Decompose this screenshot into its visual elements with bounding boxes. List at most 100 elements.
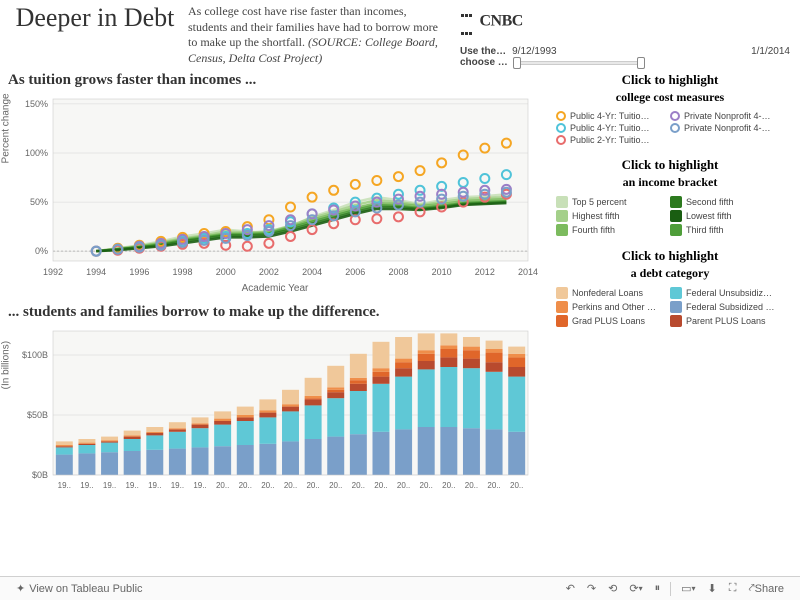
- svg-text:20..: 20..: [510, 481, 523, 490]
- share-button[interactable]: ⤤ Share: [748, 582, 784, 595]
- legend-item[interactable]: Fourth fifth: [556, 224, 666, 236]
- tableau-icon: ✦: [16, 582, 25, 595]
- legend-income[interactable]: Click to highlight an income bracket Top…: [556, 157, 784, 236]
- svg-text:1996: 1996: [129, 267, 149, 277]
- chart2-svg[interactable]: $0B$50B$100B19..19..19..19..19..19..19..…: [8, 323, 538, 493]
- slider-thumb-start[interactable]: [513, 57, 521, 69]
- svg-text:2000: 2000: [216, 267, 236, 277]
- footer-toolbar: ✦ View on Tableau Public ↶ ↷ ⟲ ⟳▾ ⏸ ▭▾ ⬇…: [0, 576, 800, 600]
- fullscreen-button[interactable]: ⛶: [729, 582, 737, 595]
- legend-item[interactable]: Highest fifth: [556, 210, 666, 222]
- legend-item[interactable]: Public 2-Yr: Tuitio…: [556, 135, 666, 145]
- page-title: Deeper in Debt: [10, 4, 180, 68]
- main: As tuition grows faster than incomes ...…: [0, 68, 800, 493]
- legend-debt[interactable]: Click to highlight a debt category Nonfe…: [556, 248, 784, 327]
- refresh-icon: ⟳: [629, 582, 638, 595]
- pause-icon: ⏸: [655, 582, 661, 595]
- header: Deeper in Debt As college cost have rise…: [0, 0, 800, 68]
- legend-item[interactable]: Federal Subsidized …: [670, 301, 780, 313]
- svg-text:19..: 19..: [193, 481, 206, 490]
- tableau-link[interactable]: ✦ View on Tableau Public: [16, 582, 143, 595]
- svg-text:$0B: $0B: [32, 470, 48, 480]
- download-button[interactable]: ⬇: [708, 582, 717, 595]
- cnbc-logo: CNBC: [460, 4, 790, 40]
- svg-text:1994: 1994: [86, 267, 106, 277]
- redo-button[interactable]: ↷: [587, 582, 596, 595]
- svg-text:2010: 2010: [432, 267, 452, 277]
- slider-label-2: choose …: [460, 57, 508, 68]
- svg-text:19..: 19..: [103, 481, 116, 490]
- legend-swatch: [670, 123, 680, 133]
- refresh-button[interactable]: ⟳▾: [629, 582, 642, 595]
- svg-text:2006: 2006: [345, 267, 365, 277]
- svg-text:50%: 50%: [30, 197, 48, 207]
- legend-swatch: [556, 196, 568, 208]
- svg-text:19..: 19..: [125, 481, 138, 490]
- svg-text:100%: 100%: [25, 148, 48, 158]
- legend-item[interactable]: Grad PLUS Loans: [556, 315, 666, 327]
- legend-swatch: [670, 315, 682, 327]
- slider-start: 9/12/1993: [512, 46, 557, 57]
- chart2-ylabel: (In billions): [1, 341, 12, 389]
- svg-text:2004: 2004: [302, 267, 322, 277]
- chart1-svg[interactable]: 0%50%100%150%199219941996199820002002200…: [8, 91, 538, 281]
- svg-text:2008: 2008: [388, 267, 408, 277]
- legend-swatch: [556, 224, 568, 236]
- legend-item[interactable]: Third fifth: [670, 224, 780, 236]
- slider-thumb-end[interactable]: [637, 57, 645, 69]
- legend-item[interactable]: Public 4-Yr: Tuitio…: [556, 111, 666, 121]
- svg-text:20..: 20..: [487, 481, 500, 490]
- legend-item[interactable]: Top 5 percent: [556, 196, 666, 208]
- chart1-xlabel: Academic Year: [8, 283, 542, 294]
- legend-swatch: [670, 196, 682, 208]
- undo-icon: ↶: [566, 582, 575, 595]
- legend-item[interactable]: Private Nonprofit 4-…: [670, 111, 780, 121]
- svg-text:2014: 2014: [518, 267, 538, 277]
- present-button[interactable]: ▭▾: [681, 582, 695, 595]
- svg-text:19..: 19..: [58, 481, 71, 490]
- legend-swatch: [556, 301, 568, 313]
- svg-text:20..: 20..: [465, 481, 478, 490]
- legend-swatch: [670, 210, 682, 222]
- legend-cost[interactable]: Click to highlight college cost measures…: [556, 72, 784, 145]
- svg-text:20..: 20..: [306, 481, 319, 490]
- legend-item[interactable]: Private Nonprofit 4-…: [670, 123, 780, 133]
- slider-end: 1/1/2014: [751, 46, 790, 57]
- slider-track[interactable]: [514, 61, 644, 65]
- present-icon: ▭: [681, 582, 691, 595]
- svg-text:20..: 20..: [397, 481, 410, 490]
- legend-swatch: [556, 111, 566, 121]
- svg-text:20..: 20..: [352, 481, 365, 490]
- svg-text:20..: 20..: [239, 481, 252, 490]
- legend-item[interactable]: Federal Unsubsidiz…: [670, 287, 780, 299]
- legend-item[interactable]: Nonfederal Loans: [556, 287, 666, 299]
- svg-text:19..: 19..: [148, 481, 161, 490]
- legend-item[interactable]: Public 4-Yr: Tuitio…: [556, 123, 666, 133]
- legend-swatch: [670, 301, 682, 313]
- legend-item[interactable]: Perkins and Other …: [556, 301, 666, 313]
- legend-swatch: [670, 111, 680, 121]
- svg-text:20..: 20..: [442, 481, 455, 490]
- chart2-title: ... students and families borrow to make…: [0, 300, 550, 323]
- svg-text:20..: 20..: [374, 481, 387, 490]
- download-icon: ⬇: [708, 582, 717, 595]
- svg-text:2012: 2012: [475, 267, 495, 277]
- legend-item[interactable]: Second fifth: [670, 196, 780, 208]
- legend-swatch: [556, 287, 568, 299]
- chart1-box: Percent change 0%50%100%150%199219941996…: [8, 91, 542, 294]
- legend-swatch: [556, 123, 566, 133]
- legend-item[interactable]: Lowest fifth: [670, 210, 780, 222]
- slider-label-1: Use the…: [460, 46, 506, 57]
- svg-text:20..: 20..: [216, 481, 229, 490]
- undo-button[interactable]: ↶: [566, 582, 575, 595]
- svg-text:2002: 2002: [259, 267, 279, 277]
- date-slider[interactable]: Use the… 9/12/1993 1/1/2014 choose …: [460, 46, 790, 68]
- fullscreen-icon: ⛶: [729, 582, 737, 595]
- pause-button[interactable]: ⏸: [655, 582, 661, 595]
- svg-text:0%: 0%: [35, 246, 48, 256]
- svg-text:1998: 1998: [173, 267, 193, 277]
- legend-item[interactable]: Parent PLUS Loans: [670, 315, 780, 327]
- chart1-ylabel: Percent change: [1, 93, 12, 163]
- revert-button[interactable]: ⟲: [608, 582, 617, 595]
- legend-swatch: [670, 287, 682, 299]
